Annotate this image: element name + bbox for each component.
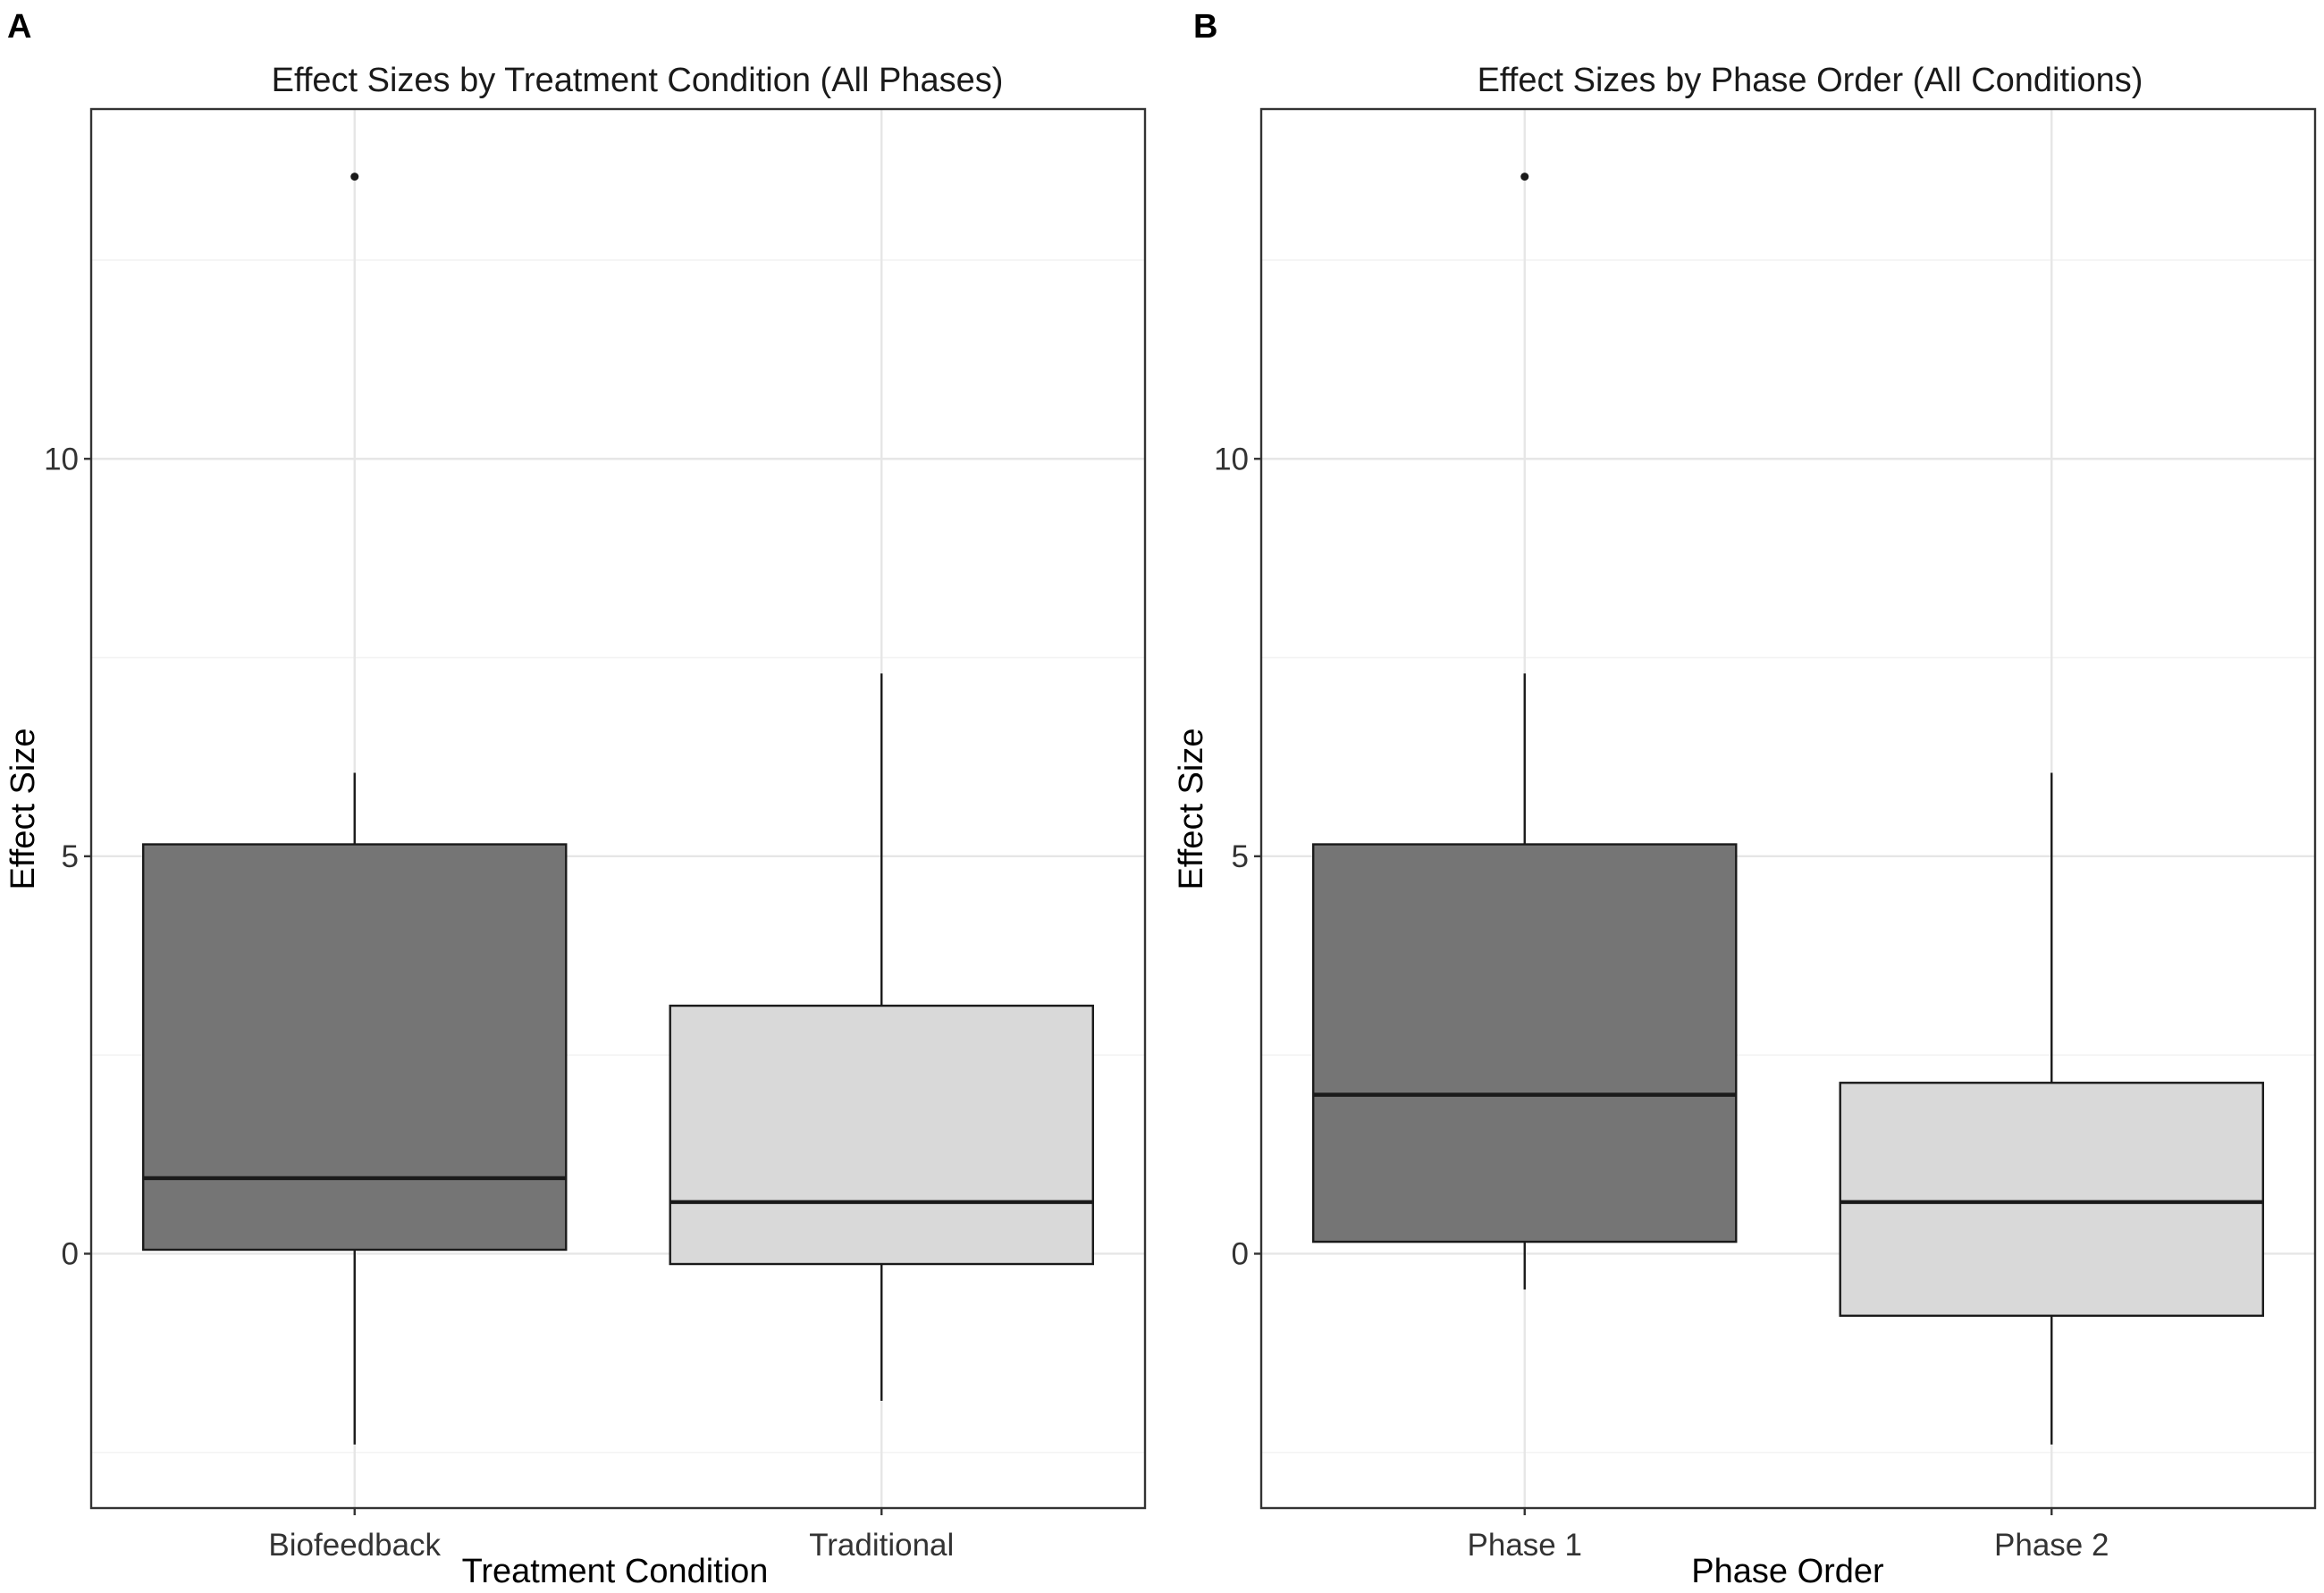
panel-b: B Effect Sizes by Phase Order (All Condi… [1173,8,2317,1590]
panel-b-y-tick-label: 10 [1214,442,1249,476]
panel-a-title: Effect Sizes by Treatment Condition (All… [272,62,1004,99]
panel-a-letter: A [7,8,31,46]
iqr-box [142,843,568,1252]
panel-a-x-tick-label: Biofeedback [268,1528,441,1563]
panel-a-y-axis-title: Effect Size [4,729,42,890]
panel-b-box-phase-2 [1839,772,2264,1445]
panel-b-plot-border [1259,107,2317,1510]
iqr-box [1312,843,1738,1243]
panel-a-x-axis-title: Treatment Condition [462,1553,769,1590]
panel-b-box-phase-1 [1312,173,1738,1290]
panel-a-plot-border [89,107,1147,1510]
panel-a-box-traditional [669,673,1094,1401]
panel-b-x-tick-label: Phase 2 [1994,1528,2109,1563]
panel-a: A Effect Sizes by Treatment Condition (A… [4,8,1147,1590]
iqr-box [1839,1082,2264,1318]
panel-b-y-axis-title: Effect Size [1173,729,1210,890]
panel-b-y-tick-label: 0 [1232,1236,1249,1271]
panel-a-x-tick-label: Traditional [809,1528,954,1563]
panel-b-y-tick-label: 5 [1232,839,1249,874]
panel-a-y-tick-label: 0 [62,1236,79,1271]
panel-b-title: Effect Sizes by Phase Order (All Conditi… [1478,62,2143,99]
outlier-point [1520,173,1529,181]
panel-a-y-tick-label: 5 [62,839,79,874]
panel-a-y-tick-label: 10 [44,442,79,476]
panel-b-letter: B [1193,8,1217,46]
iqr-box [669,1004,1094,1266]
panel-b-x-tick-label: Phase 1 [1468,1528,1582,1563]
panel-a-box-biofeedback [142,173,568,1445]
panel-b-x-axis-title: Phase Order [1691,1553,1884,1590]
outlier-point [350,173,359,181]
